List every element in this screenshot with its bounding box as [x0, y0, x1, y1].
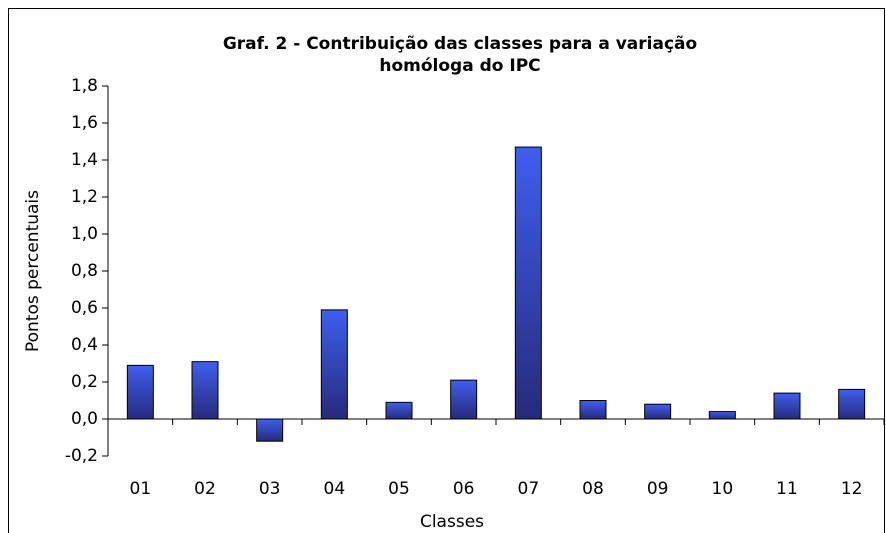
x-tick-label: 08: [582, 479, 604, 499]
chart-frame: [8, 8, 885, 533]
x-tick-label: 04: [324, 479, 346, 499]
x-tick-label: 05: [388, 479, 410, 499]
y-tick-label: 0,8: [71, 261, 98, 281]
y-tick-label: 0,4: [71, 335, 98, 355]
bar: [644, 403, 672, 420]
x-tick-label: 03: [259, 479, 281, 499]
bar: [320, 309, 348, 420]
y-tick-label: 0,2: [71, 372, 98, 392]
chart-title: Graf. 2 - Contribuição das classes para …: [222, 34, 698, 76]
x-axis-title: Classes: [420, 512, 484, 532]
y-axis-title: Pontos percentuais: [23, 190, 43, 352]
bar: [838, 388, 866, 420]
x-tick-label: 12: [841, 479, 863, 499]
x-tick-label: 07: [518, 479, 540, 499]
bar: [126, 364, 154, 420]
bar: [773, 392, 801, 420]
y-tick-label: -0,2: [65, 446, 98, 466]
y-tick-label: 1,4: [71, 150, 98, 170]
x-tick-label: 10: [712, 479, 734, 499]
y-tick-label: 0,0: [71, 409, 98, 429]
y-tick-label: 0,6: [71, 298, 98, 318]
bar: [256, 418, 284, 442]
x-tick-label: 11: [776, 479, 798, 499]
bar: [514, 146, 542, 420]
bar: [708, 411, 736, 420]
x-tick-label: 01: [130, 479, 152, 499]
bar: [191, 361, 219, 420]
x-tick-label: 02: [194, 479, 216, 499]
bar: [450, 379, 478, 420]
x-tick-label: 09: [647, 479, 669, 499]
x-tick-label: 06: [453, 479, 475, 499]
y-tick-label: 1,8: [71, 76, 98, 96]
bar: [385, 401, 413, 420]
y-tick-label: 1,0: [71, 224, 98, 244]
bar: [579, 400, 607, 420]
y-tick-label: 1,2: [71, 187, 98, 207]
y-tick-label: 1,6: [71, 113, 98, 133]
